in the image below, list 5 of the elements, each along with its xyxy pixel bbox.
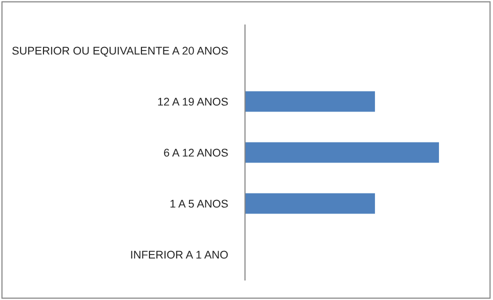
y-tick-label: 1 A 5 ANOS — [170, 200, 228, 208]
y-tick-label: INFERIOR A 1 ANO — [131, 250, 228, 259]
y-tick-label: 6 A 12 ANOS — [164, 148, 228, 157]
y-tick-label: 12 A 19 ANOS — [158, 98, 228, 106]
y-tick-label: SUPERIOR OU EQUIVALENTE A 20 ANOS — [12, 46, 228, 57]
